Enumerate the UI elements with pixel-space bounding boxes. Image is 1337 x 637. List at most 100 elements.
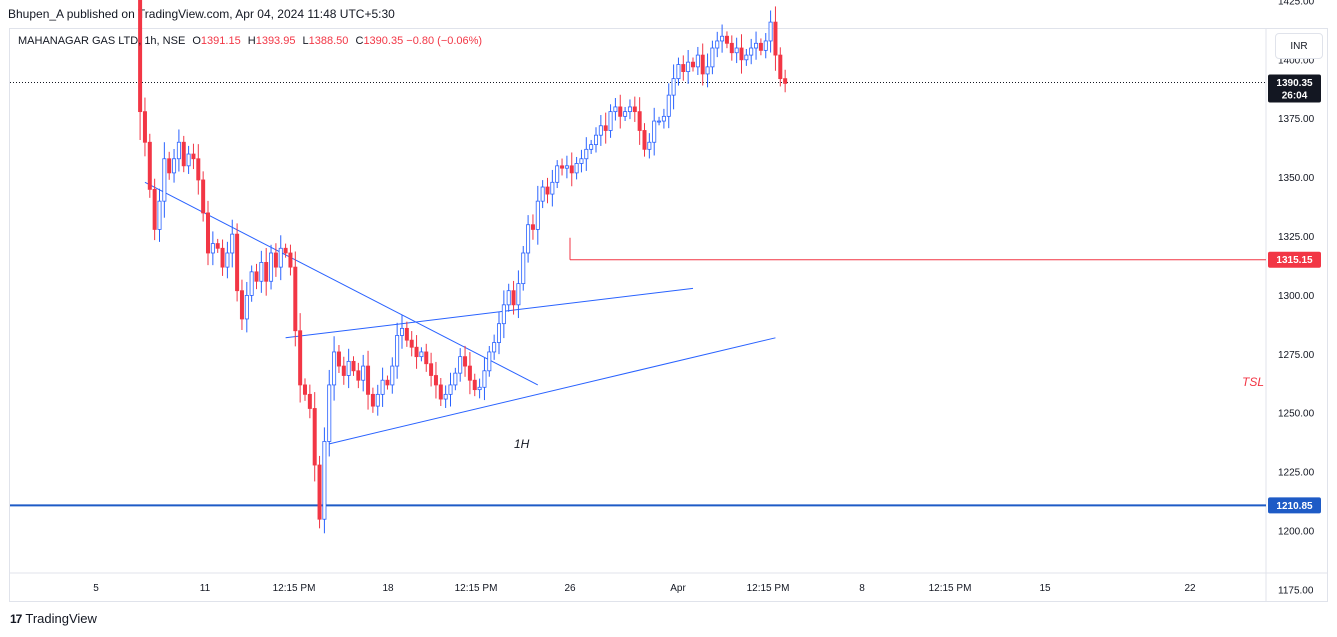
candle-body — [419, 351, 424, 358]
candle-body — [550, 181, 555, 195]
candle-body — [763, 40, 768, 51]
tradingview-logo-icon: 17 — [10, 611, 22, 626]
candle-body — [598, 125, 603, 136]
support-badge-label: 1210.85 — [1276, 501, 1313, 512]
candle-body — [603, 125, 608, 131]
y-tick-label: 1425.00 — [1278, 0, 1315, 7]
candle-body — [147, 141, 152, 190]
candle-body — [496, 323, 501, 343]
candle-body — [511, 290, 516, 306]
candle-body — [395, 335, 400, 367]
symbol-name: MAHANAGAR GAS LTD, 1h, NSE — [18, 35, 186, 47]
candle-body — [443, 393, 448, 400]
candle-body — [429, 363, 434, 376]
candle-body — [186, 153, 191, 167]
candle-body — [380, 379, 385, 395]
candle-body — [361, 365, 366, 381]
candle-body — [453, 372, 458, 386]
candle-body — [623, 111, 628, 117]
candle-body — [691, 61, 696, 68]
candle-body — [298, 330, 303, 386]
x-tick-label: 11 — [200, 583, 211, 594]
candle-body — [545, 186, 550, 195]
candle-body — [414, 346, 419, 358]
candle-body — [632, 106, 637, 113]
candle-body — [322, 441, 327, 520]
x-tick-label: 26 — [564, 583, 576, 594]
candle-body — [521, 252, 526, 285]
candle-body — [220, 247, 225, 268]
candle-body — [681, 64, 686, 72]
y-tick-label: 1325.00 — [1278, 232, 1315, 243]
symbol-legend: MAHANAGAR GAS LTD, 1h, NSE O1391.15 H139… — [18, 35, 482, 47]
candle-body — [783, 78, 788, 84]
candle-body — [618, 106, 623, 117]
candle-body — [647, 141, 652, 150]
y-tick-label: 1275.00 — [1278, 350, 1315, 361]
candle-body — [535, 200, 540, 230]
candle-body — [312, 408, 317, 466]
candle-body — [526, 224, 531, 254]
candle-body — [666, 94, 671, 117]
candle-body — [589, 144, 594, 150]
low-value: 1388.50 — [308, 35, 349, 47]
tradingview-brand[interactable]: 17 TradingView — [10, 611, 97, 626]
x-tick-label: 22 — [1184, 583, 1196, 594]
candle-body — [754, 42, 759, 49]
change-value: −0.80 (−0.06%) — [406, 35, 483, 47]
candle-body — [157, 200, 162, 230]
candle-body — [516, 283, 521, 306]
candle-body — [341, 365, 346, 376]
candle-body — [472, 379, 477, 391]
candle-body — [215, 243, 220, 249]
x-tick-label: 15 — [1039, 583, 1051, 594]
candle-body — [540, 186, 545, 202]
close-value: 1390.35 — [363, 35, 404, 47]
candle-body — [574, 163, 579, 174]
currency-button[interactable]: INR — [1275, 33, 1323, 59]
lower-channel-line — [329, 337, 776, 445]
x-tick-label: 12:15 PM — [455, 583, 498, 594]
publisher-caption: Bhupen_A published on TradingView.com, A… — [8, 7, 395, 21]
candle-body — [463, 356, 468, 367]
candle-body — [564, 165, 569, 169]
support-badge — [1268, 497, 1321, 514]
candle-body — [307, 393, 312, 409]
candle-body — [724, 35, 729, 44]
candle-body — [269, 252, 274, 282]
candle-body — [458, 356, 463, 374]
candle-body — [230, 233, 235, 254]
candle-body — [201, 179, 206, 214]
candle-body — [225, 252, 230, 268]
candle-body — [729, 42, 734, 54]
candle-body — [530, 224, 535, 230]
candle-body — [409, 339, 414, 348]
chart-pane[interactable] — [9, 28, 1328, 602]
brand-name: TradingView — [25, 611, 97, 626]
candle-body — [627, 106, 632, 113]
x-tick-label: 12:15 PM — [273, 583, 316, 594]
y-tick-label: 1300.00 — [1278, 291, 1315, 302]
candle-body — [695, 54, 700, 68]
candle-body — [399, 327, 404, 336]
candle-body — [162, 158, 167, 202]
x-tick-label: 5 — [93, 583, 99, 594]
candle-body — [332, 351, 337, 386]
y-tick-label: 1250.00 — [1278, 409, 1315, 420]
candle-body — [283, 247, 288, 254]
candle-body — [569, 165, 574, 174]
candle-body — [244, 294, 249, 320]
candle-body — [196, 158, 201, 181]
open-value: 1391.15 — [200, 35, 241, 47]
candle-body — [671, 78, 676, 96]
candle-body — [259, 262, 264, 282]
upper-channel-line — [285, 287, 694, 339]
candle-body — [433, 375, 438, 386]
candle-body — [739, 47, 744, 61]
candle-body — [584, 148, 589, 160]
candle-body — [501, 304, 506, 325]
candle-body — [758, 42, 763, 51]
candle-body — [191, 153, 196, 160]
candle-body — [749, 47, 754, 56]
